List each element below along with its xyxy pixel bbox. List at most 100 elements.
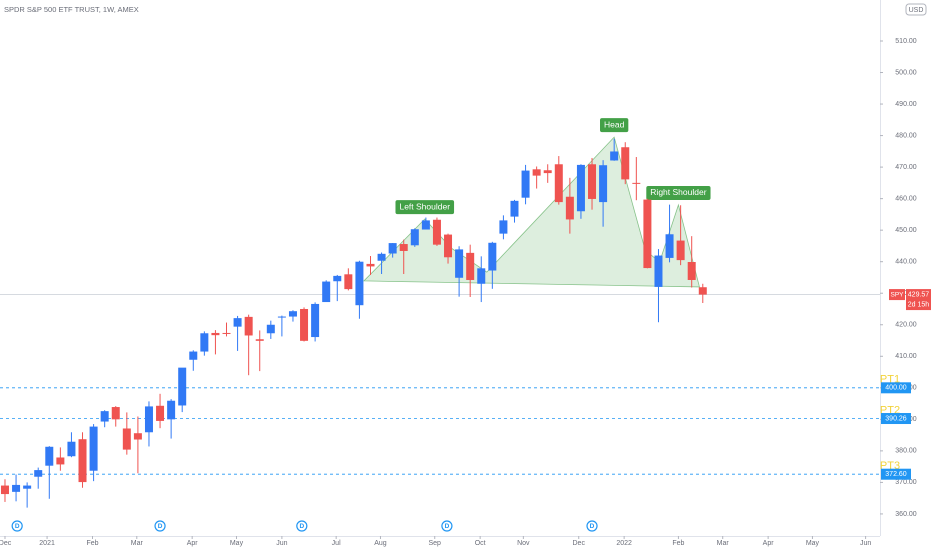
y-tick-label: 440.00 bbox=[895, 259, 917, 266]
event-marker bbox=[11, 520, 23, 532]
target-tag-label: 390.26 bbox=[885, 415, 907, 422]
candle-body bbox=[676, 240, 685, 261]
pattern-label: Left Shoulder bbox=[395, 200, 455, 215]
candle-body bbox=[410, 229, 419, 246]
candle-body bbox=[89, 426, 98, 471]
candle-body bbox=[444, 234, 453, 258]
currency-box[interactable] bbox=[905, 3, 927, 16]
y-tick-label: 360.00 bbox=[895, 511, 917, 518]
candle-body bbox=[687, 262, 696, 280]
x-tick-label: Mar bbox=[717, 540, 730, 547]
candle-body bbox=[255, 339, 264, 341]
target-tag-label: 372.60 bbox=[885, 471, 907, 478]
x-tick-label: 2022 bbox=[616, 540, 632, 547]
candle-body bbox=[156, 405, 165, 421]
x-tick-label: Sep bbox=[429, 540, 442, 547]
candle-body bbox=[144, 406, 153, 433]
x-tick-label: Nov bbox=[517, 540, 530, 547]
target-tag bbox=[881, 382, 911, 394]
target-tag bbox=[881, 468, 911, 480]
candle-body bbox=[377, 253, 386, 261]
candle-body bbox=[222, 332, 231, 334]
candle-body bbox=[698, 287, 707, 295]
x-tick-label: Oct bbox=[475, 540, 486, 547]
candle-body bbox=[565, 196, 574, 220]
x-tick-label: May bbox=[230, 540, 244, 547]
price-tag bbox=[906, 289, 931, 311]
y-tick-label: 480.00 bbox=[895, 132, 917, 139]
candle-body bbox=[333, 275, 342, 282]
event-marker bbox=[154, 520, 166, 532]
candle-body bbox=[300, 308, 309, 341]
candle-body bbox=[111, 407, 120, 420]
candle-body bbox=[421, 220, 430, 230]
x-tick-label: May bbox=[806, 540, 820, 547]
candle-body bbox=[244, 316, 253, 336]
currency: USD bbox=[909, 7, 924, 14]
pattern-label: Right Shoulder bbox=[646, 185, 711, 200]
event-label: D bbox=[158, 523, 163, 530]
y-tick-label: 420.00 bbox=[895, 322, 917, 329]
candle-body bbox=[34, 470, 43, 477]
candle-body bbox=[45, 446, 54, 466]
candle-body bbox=[432, 219, 441, 245]
target-tag-label: 400.00 bbox=[885, 385, 907, 392]
candle-body bbox=[399, 244, 408, 251]
pattern-label-box bbox=[600, 118, 629, 133]
event-label: D bbox=[15, 523, 20, 530]
candle-body bbox=[78, 439, 87, 483]
candle-body bbox=[510, 200, 519, 217]
pattern-label-text: Left Shoulder bbox=[399, 201, 450, 211]
candle-body bbox=[178, 367, 187, 406]
candle-body bbox=[288, 311, 297, 317]
x-tick-label: Apr bbox=[187, 540, 199, 547]
candle-body bbox=[344, 274, 353, 290]
candle-body bbox=[23, 485, 32, 489]
pattern-label-text: Head bbox=[604, 119, 625, 129]
candle-body bbox=[266, 324, 275, 334]
candle-body bbox=[311, 303, 320, 338]
chart-title: SPDR S&P 500 ETF TRUST, 1W, AMEX bbox=[4, 5, 139, 14]
y-tick-label: 450.00 bbox=[895, 227, 917, 234]
symbol-tag-label: SPY bbox=[890, 291, 904, 298]
price-tag-label: 429.57 bbox=[908, 291, 930, 298]
candle-body bbox=[167, 400, 176, 420]
candle-body bbox=[455, 249, 464, 278]
event-marker bbox=[296, 520, 308, 532]
candle-body bbox=[0, 485, 9, 495]
pattern-label-text: Right Shoulder bbox=[650, 187, 706, 197]
x-tick-label: Jun bbox=[860, 540, 871, 547]
y-tick-label: 410.00 bbox=[895, 353, 917, 360]
x-tick-label: Apr bbox=[763, 540, 775, 547]
candle-body bbox=[67, 441, 76, 457]
event-label: D bbox=[299, 523, 304, 530]
candle-body bbox=[56, 457, 65, 465]
candle-body bbox=[277, 316, 286, 318]
candle-body bbox=[654, 255, 663, 287]
pattern-label-box bbox=[646, 185, 711, 200]
pattern-label: Head bbox=[600, 118, 629, 133]
symbol-tag bbox=[889, 289, 905, 301]
event-label: D bbox=[445, 523, 450, 530]
candle-body bbox=[355, 261, 364, 306]
candle-body bbox=[665, 234, 674, 258]
candle-body bbox=[366, 263, 375, 267]
candle-body bbox=[576, 164, 585, 212]
candle-body bbox=[599, 165, 608, 203]
countdown-label: 2d 15h bbox=[908, 301, 930, 308]
x-tick-label: Feb bbox=[672, 540, 684, 547]
x-tick-label: Feb bbox=[86, 540, 98, 547]
x-tick-label: Dec bbox=[573, 540, 586, 547]
candle-body bbox=[388, 243, 397, 254]
x-tick-label: Mar bbox=[131, 540, 144, 547]
candle-body bbox=[133, 433, 142, 440]
candle-body bbox=[189, 351, 198, 360]
target-tag bbox=[881, 413, 911, 425]
x-tick-label: Aug bbox=[374, 540, 387, 547]
candle-body bbox=[477, 268, 486, 284]
pattern-label-box bbox=[395, 200, 455, 215]
y-tick-label: 460.00 bbox=[895, 195, 917, 202]
x-tick-label: Jun bbox=[276, 540, 287, 547]
candle-body bbox=[12, 484, 21, 492]
